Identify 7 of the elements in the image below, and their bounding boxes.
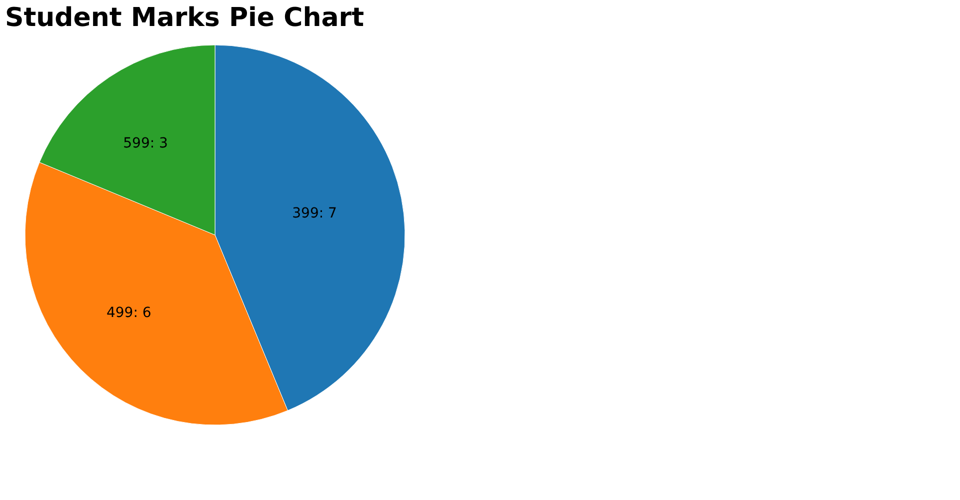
slice-label: 499	[106, 304, 134, 321]
data-label: : 6	[133, 304, 152, 321]
slice-label: 399	[292, 206, 319, 222]
data-label: : 3	[150, 136, 168, 152]
chart-title: Student Marks Pie Chart	[5, 3, 364, 33]
data-label: : 7	[318, 206, 337, 222]
slice-label: 599	[123, 136, 150, 152]
